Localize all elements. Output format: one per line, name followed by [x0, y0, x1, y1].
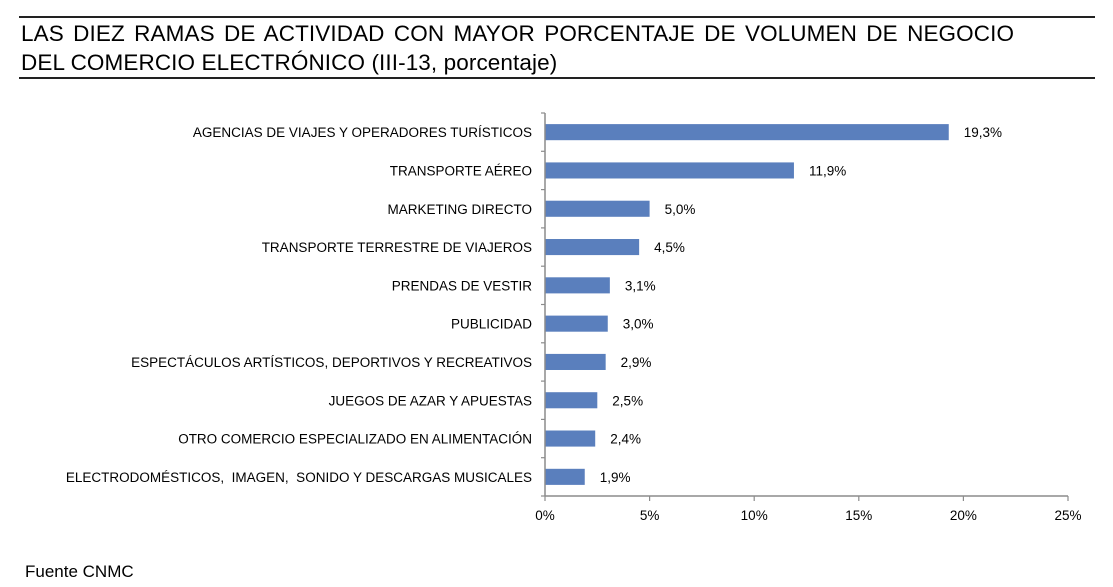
bar: [545, 200, 650, 217]
bar: [545, 392, 598, 409]
category-label: TRANSPORTE TERRESTRE DE VIAJEROS: [262, 240, 532, 255]
source-note: Fuente CNMC: [25, 562, 134, 581]
chart-title-line-2: DEL COMERCIO ELECTRÓNICO (III-13, porcen…: [21, 50, 558, 75]
category-label: PRENDAS DE VESTIR: [392, 278, 533, 293]
chart-title-line-1: LAS DIEZ RAMAS DE ACTIVIDAD CON MAYOR PO…: [21, 21, 1015, 46]
bar: [545, 468, 585, 485]
category-label: TRANSPORTE AÉREO: [390, 163, 532, 178]
category-label: MARKETING DIRECTO: [387, 202, 532, 217]
axes: [541, 112, 1069, 501]
x-tick-label: 5%: [640, 508, 660, 523]
x-tick-label: 10%: [741, 508, 768, 523]
category-label: AGENCIAS DE VIAJES Y OPERADORES TURÍSTIC…: [193, 125, 532, 140]
category-label: ELECTRODOMÉSTICOS, IMAGEN, SONIDO Y DESC…: [66, 470, 532, 485]
chart-title: LAS DIEZ RAMAS DE ACTIVIDAD CON MAYOR PO…: [21, 19, 1101, 77]
category-label: PUBLICIDAD: [451, 317, 532, 332]
data-label: 19,3%: [964, 125, 1002, 140]
bar: [545, 430, 596, 447]
category-label: OTRO COMERCIO ESPECIALIZADO EN ALIMENTAC…: [178, 432, 532, 447]
data-label: 1,9%: [600, 470, 631, 485]
title-top-rule: [19, 16, 1095, 18]
data-label: 2,4%: [610, 432, 641, 447]
bar: [545, 239, 640, 256]
category-label: ESPECTÁCULOS ARTÍSTICOS, DEPORTIVOS Y RE…: [131, 355, 532, 370]
data-label: 5,0%: [665, 202, 696, 217]
data-label: 3,1%: [625, 278, 656, 293]
x-tick-label: 20%: [950, 508, 977, 523]
x-tick-label: 25%: [1054, 508, 1081, 523]
data-label: 11,9%: [809, 163, 846, 178]
bar: [545, 162, 794, 179]
bar: [545, 315, 608, 332]
bar: [545, 353, 606, 370]
bars: [545, 124, 949, 485]
data-label: 2,9%: [621, 355, 652, 370]
data-label: 3,0%: [623, 317, 654, 332]
data-label: 2,5%: [612, 393, 643, 408]
labels: 19,3% AGENCIAS DE VIAJES Y OPERADORES TUR…: [66, 125, 1082, 523]
data-label: 4,5%: [654, 240, 685, 255]
x-tick-label: 0%: [535, 508, 555, 523]
bar: [545, 124, 949, 141]
x-tick-label: 15%: [845, 508, 872, 523]
title-bottom-rule: [19, 77, 1095, 79]
bar: [545, 277, 610, 294]
category-label: JUEGOS DE AZAR Y APUESTAS: [329, 393, 532, 408]
